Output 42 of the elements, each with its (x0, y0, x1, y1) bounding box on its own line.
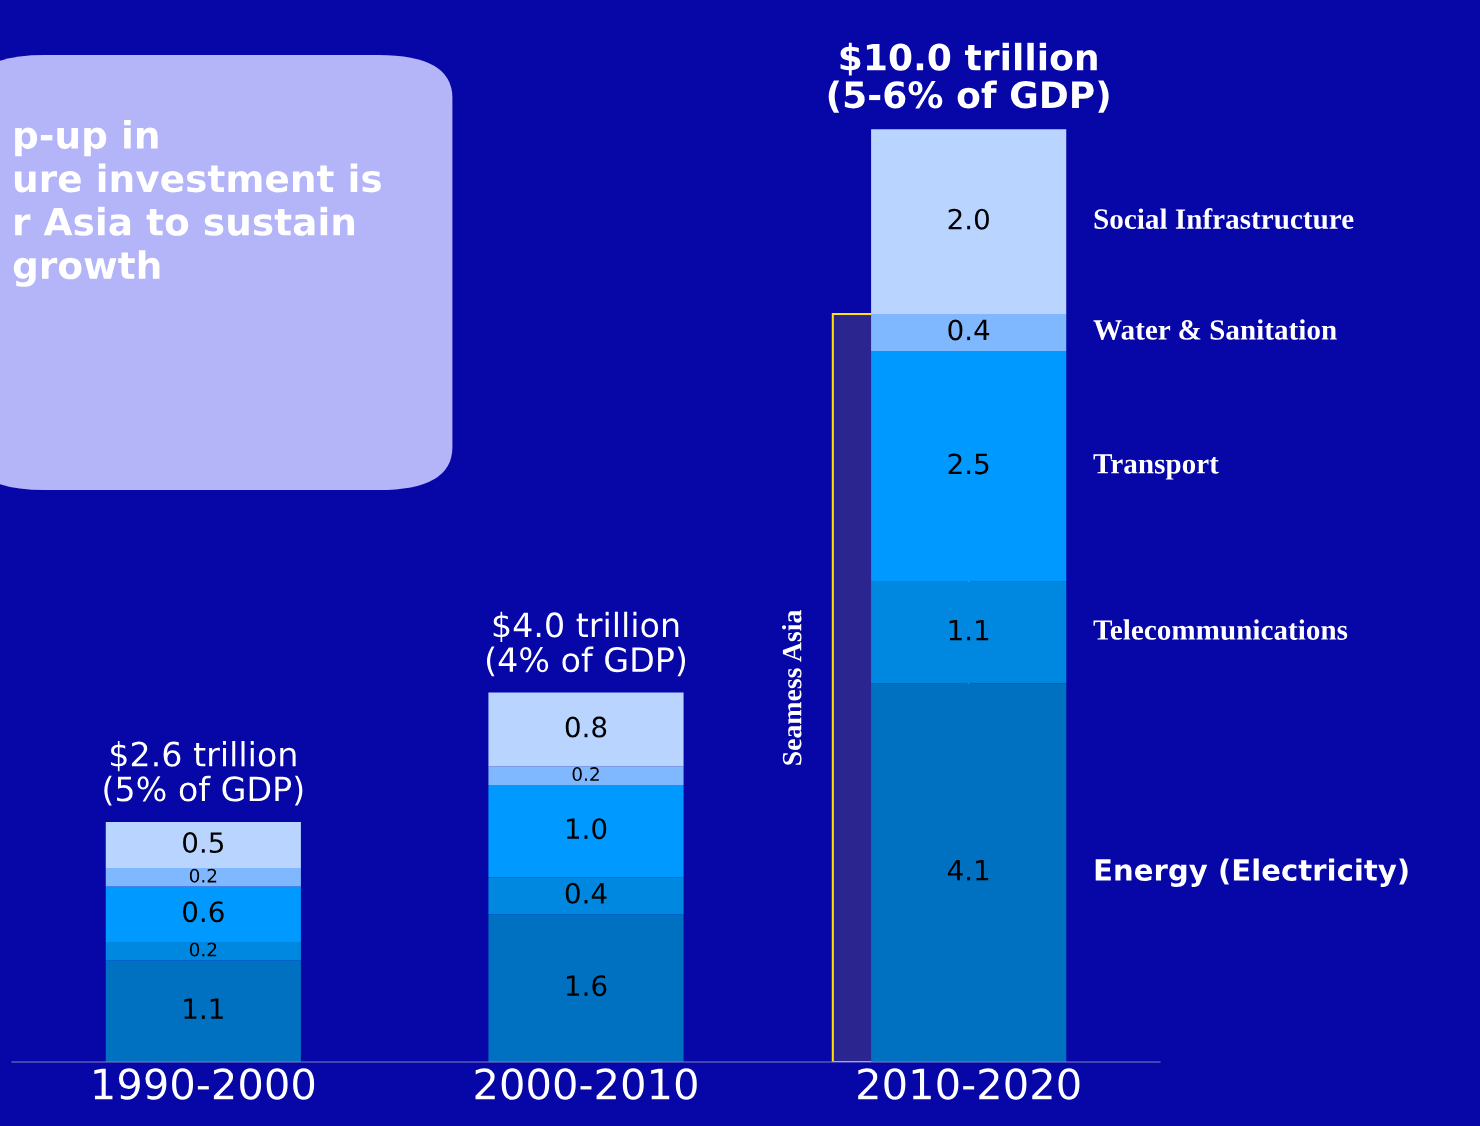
data-label: 0.6 (183, 901, 224, 923)
x-tick-label: 2000-2010 (475, 1068, 697, 1100)
data-label: 1.0 (566, 818, 607, 840)
total-label: $2.6 trillion (5% of GDP) (104, 740, 303, 806)
data-label: 0.4 (565, 882, 607, 904)
x-tick-label: 2010-2020 (858, 1068, 1080, 1100)
bar (871, 350, 1067, 582)
series-label: Social Infrastructure (1094, 208, 1354, 229)
total-label: $10.0 trillion (5-6% of GDP) (828, 42, 1109, 113)
bar (488, 877, 684, 915)
bar (105, 868, 301, 887)
bar (105, 821, 301, 869)
bar (871, 129, 1067, 314)
band-label: Seamess Asia (781, 610, 802, 765)
series-label: Transport (1093, 454, 1219, 480)
bar (105, 886, 301, 942)
bar (488, 784, 684, 878)
series-label: Energy (Electricity) (1095, 858, 1408, 887)
data-label: 1.6 (566, 975, 607, 997)
data-label: 0.4 (948, 319, 990, 341)
data-label: 1.1 (949, 620, 989, 641)
data-label: 2.0 (948, 208, 989, 230)
bar (871, 313, 1067, 351)
bar (105, 941, 301, 961)
data-label: 0.5 (183, 832, 223, 854)
data-label: 0.2 (189, 868, 217, 883)
bar (488, 692, 684, 767)
data-label: 2.5 (948, 453, 989, 475)
bar (105, 960, 301, 1062)
data-label: 0.8 (565, 716, 607, 738)
bar (488, 766, 684, 785)
data-label: 4.1 (947, 860, 989, 881)
total-label: $4.0 trillion (4% of GDP) (486, 611, 686, 677)
bar (488, 914, 684, 1062)
x-tick-label: 1990-2000 (94, 1068, 315, 1100)
series-label: Telecommunications (1093, 619, 1348, 640)
data-label: 1.1 (184, 998, 223, 1019)
annotation: p-up in ure investment is r Asia to sustain growth (13, 120, 381, 287)
data-label: 0.2 (189, 942, 217, 957)
series-label: Water & Sanitation (1093, 319, 1337, 340)
data-label: 0.2 (572, 767, 599, 782)
bar (871, 581, 1067, 684)
